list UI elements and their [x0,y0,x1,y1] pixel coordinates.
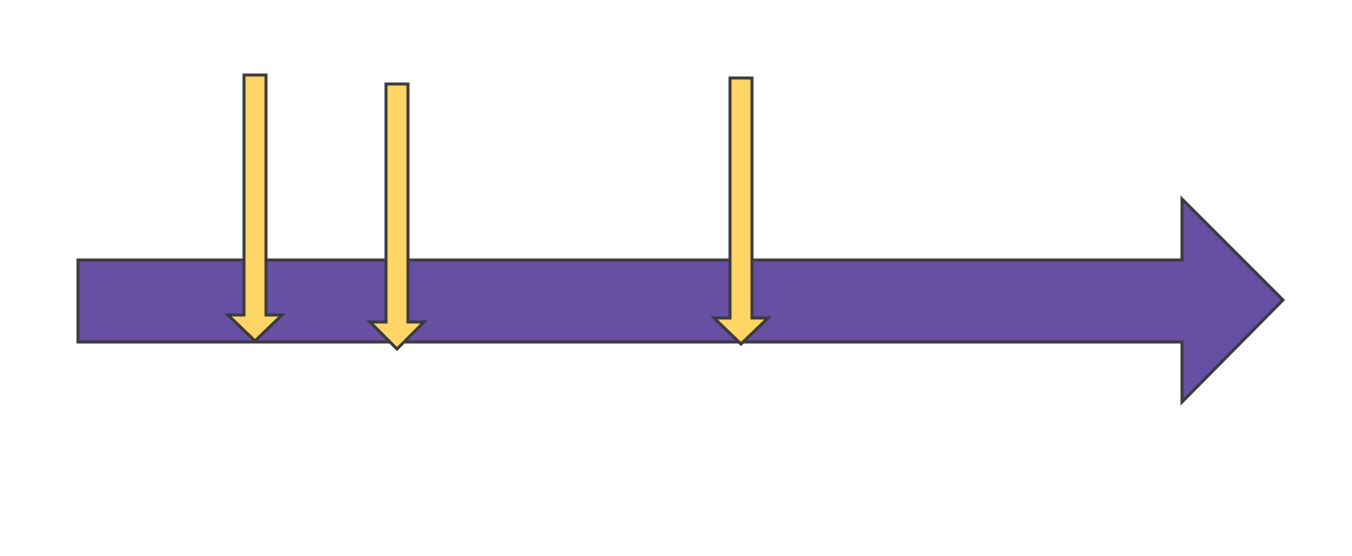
down-arrow-marker-3 [710,76,772,347]
marker-layer [224,73,772,352]
timeline-arrow [76,195,1286,406]
down-arrow-marker-1 [224,73,286,344]
timeline-layer [76,195,1286,406]
down-arrow-marker-2 [366,82,428,352]
